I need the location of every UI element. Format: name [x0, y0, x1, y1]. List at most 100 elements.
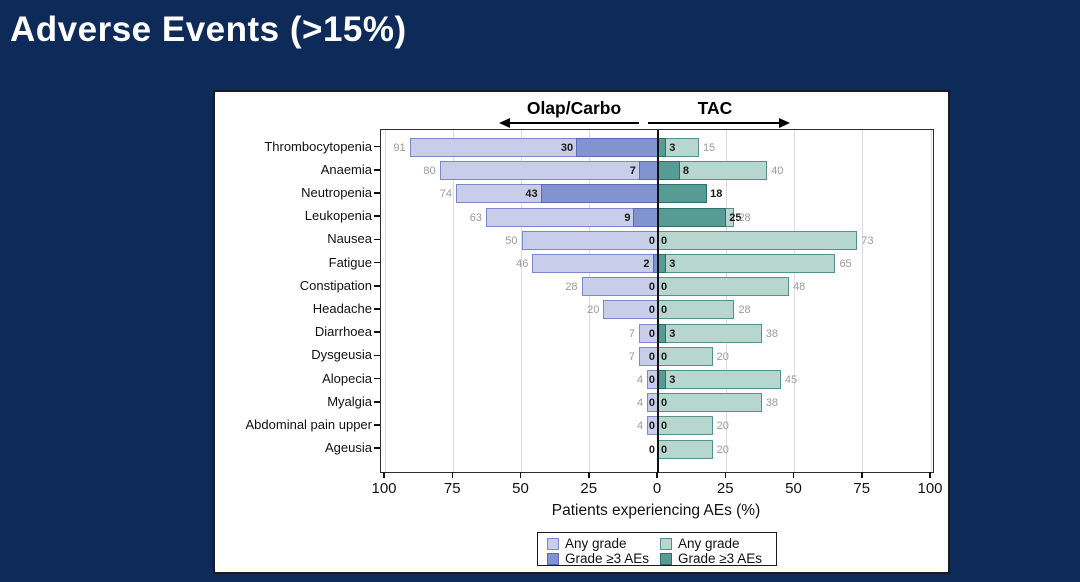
- value-label-tac-any: 20: [716, 350, 729, 363]
- value-label-olap-any: 7: [628, 327, 635, 340]
- legend-label: Any grade: [565, 536, 627, 551]
- gridline: [521, 130, 522, 472]
- value-label-olap-any: 4: [636, 420, 644, 433]
- x-axis-tick-label: 100: [917, 480, 943, 497]
- value-label-olap-any: 80: [423, 165, 436, 178]
- bar-tac-grade3: [658, 138, 667, 157]
- y-axis-tick: [374, 145, 380, 148]
- x-axis-tick-label: 0: [652, 480, 662, 497]
- value-label-olap-grade3: 0: [648, 281, 655, 294]
- y-axis-tick: [374, 238, 380, 241]
- category-label: Neutropenia: [301, 185, 372, 200]
- value-label-olap-grade3: 0: [648, 397, 655, 410]
- value-label-olap-grade3: 30: [560, 142, 574, 154]
- value-label-olap-grade3: 7: [629, 165, 636, 178]
- bar-olap-grade3: [638, 161, 658, 181]
- group-right-header: TAC: [697, 98, 733, 118]
- value-label-tac-any: 20: [716, 420, 729, 433]
- chart-panel: Olap/Carbo TAC Thrombocytopenia Anaemia Ne…: [213, 90, 950, 574]
- category-label: Abdominal pain upper: [245, 417, 372, 432]
- category-label: Dysgeusia: [311, 347, 372, 363]
- value-label-olap-any: 91: [393, 142, 406, 154]
- value-label-tac-grade3: 8: [682, 165, 689, 178]
- bar-tac-grade3: [658, 370, 667, 389]
- category-label: Anaemia: [320, 161, 372, 177]
- bar-tac-grade3: [658, 161, 680, 181]
- legend-label: Grade ≥3 AEs: [678, 551, 762, 566]
- value-label-olap-grade3: 0: [648, 420, 655, 433]
- bar-tac-grade3: [658, 254, 667, 273]
- category-label: Ageusia: [325, 440, 372, 456]
- y-axis-tick: [374, 401, 380, 403]
- value-label-tac-grade3: 0: [661, 234, 668, 247]
- bar-tac-any: [658, 393, 762, 413]
- x-axis-tick: [451, 472, 453, 478]
- value-label-olap-grade3: 43: [525, 188, 538, 201]
- value-label-tac-grade3: 3: [669, 258, 676, 270]
- category-label: Leukopenia: [304, 208, 372, 224]
- category-label: Myalgia: [327, 393, 372, 409]
- x-axis-tick: [792, 472, 795, 478]
- x-axis-tick-label: 75: [443, 480, 461, 497]
- y-axis-tick: [374, 285, 380, 287]
- x-axis-tick: [383, 472, 385, 478]
- category-label: Diarrhoea: [314, 324, 372, 340]
- legend-swatch-olap_any: [547, 538, 559, 550]
- value-label-tac-grade3: 3: [669, 374, 676, 386]
- y-axis-tick: [374, 261, 380, 264]
- gridline: [384, 130, 386, 472]
- legend: Any grade Grade ≥3 AEs Any grade Grade ≥3 A…: [537, 532, 777, 566]
- bar-olap-any: [439, 161, 658, 181]
- value-label-olap-grade3: 0: [648, 234, 655, 247]
- y-axis-tick: [374, 331, 380, 333]
- value-label-tac-any: 28: [738, 304, 751, 317]
- value-label-tac-any: 45: [784, 374, 798, 386]
- y-axis-tick: [374, 192, 380, 194]
- value-label-tac-grade3: 0: [661, 281, 668, 294]
- value-label-tac-grade3: 0: [661, 443, 668, 456]
- x-axis-tick: [724, 472, 726, 478]
- bar-tac-any: [658, 230, 858, 250]
- value-label-tac-grade3: 0: [661, 420, 668, 433]
- legend-label: Grade ≥3 AEs: [565, 551, 649, 566]
- x-axis-tick-label: 50: [785, 480, 802, 497]
- bar-tac-any: [658, 254, 836, 273]
- value-label-olap-grade3: 0: [648, 304, 655, 317]
- value-label-olap-any: 46: [516, 258, 529, 270]
- bar-olap-grade3: [633, 207, 658, 227]
- x-axis-tick: [519, 472, 522, 478]
- y-axis-tick: [374, 169, 380, 171]
- value-label-tac-any: 38: [765, 327, 778, 340]
- category-label: Constipation: [299, 277, 372, 293]
- value-label-olap-grade3: 0: [648, 374, 655, 386]
- bar-olap-any: [581, 277, 658, 297]
- bar-tac-grade3: [658, 184, 708, 204]
- value-label-olap-any: 4: [636, 374, 644, 386]
- x-axis-tick: [929, 472, 931, 478]
- y-axis-tick: [374, 447, 380, 449]
- bar-tac-any: [658, 277, 790, 297]
- bar-tac-grade3: [658, 323, 667, 343]
- gridline: [452, 130, 454, 472]
- value-label-tac-any: 20: [716, 443, 729, 456]
- value-label-tac-any: 48: [793, 281, 806, 294]
- gridline: [794, 130, 795, 472]
- x-axis-tick-label: 100: [371, 480, 397, 497]
- category-label: Alopecia: [322, 370, 372, 386]
- value-label-tac-any: 28: [738, 211, 751, 224]
- plot-area: 91 30 3 15 80 7 8 40 74 43 18 63 9 25 28 50 0 0 73 46 2 3 65 28…: [380, 129, 934, 473]
- x-axis-tick: [656, 472, 658, 478]
- category-label: Fatigue: [328, 254, 372, 270]
- category-label: Thrombocytopenia: [264, 138, 372, 154]
- value-label-tac-grade3: 18: [710, 188, 723, 201]
- bar-tac-any: [658, 300, 735, 320]
- value-label-olap-any: 28: [565, 281, 578, 294]
- category-label: Nausea: [327, 231, 372, 247]
- value-label-tac-any: 38: [765, 397, 778, 410]
- y-axis-tick: [374, 215, 380, 217]
- value-label-tac-grade3: 0: [661, 397, 668, 410]
- value-label-tac-grade3: 0: [661, 304, 668, 317]
- x-axis-tick-label: 50: [512, 480, 529, 497]
- y-axis-tick: [374, 424, 380, 426]
